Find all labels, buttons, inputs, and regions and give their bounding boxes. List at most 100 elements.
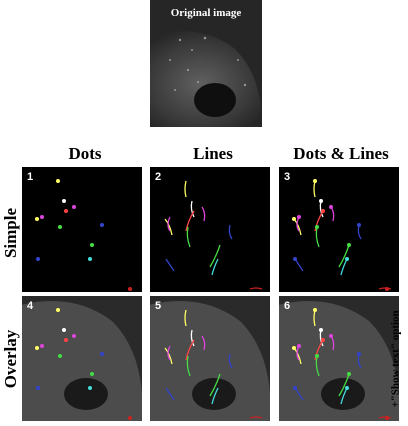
track-line: [201, 335, 206, 351]
track-line: [357, 224, 362, 240]
track-line: [249, 416, 263, 419]
panel-1-dots-simple: 1: [22, 167, 142, 292]
panel-6-dots-lines-overlay: 6: [279, 296, 399, 421]
track-line: [186, 226, 191, 248]
track-dot: [313, 179, 317, 183]
track-dot: [40, 344, 44, 348]
track-dot: [292, 217, 296, 221]
track-dot: [64, 209, 68, 213]
panel-number: 4: [27, 300, 34, 312]
track-line: [315, 226, 320, 248]
track-dot: [72, 334, 76, 338]
panel-number: 3: [284, 171, 291, 183]
track-canvas: [279, 301, 399, 421]
column-header-lines: Lines: [193, 144, 233, 163]
track-line: [201, 206, 206, 222]
track-line: [184, 309, 187, 327]
track-dot: [56, 308, 60, 312]
track-dot: [319, 199, 323, 203]
original-image-title: Original image: [170, 7, 242, 19]
track-dot: [90, 243, 94, 247]
track-dot: [35, 217, 39, 221]
track-line: [185, 339, 195, 361]
track-line: [209, 373, 221, 397]
panel-2-lines-simple: 2: [150, 167, 270, 292]
track-dot: [297, 215, 301, 219]
track-line: [338, 244, 350, 268]
track-line: [211, 258, 219, 276]
show-text-option-note: +"Show text" option: [387, 296, 405, 421]
panel-3-dots-lines-simple: 3: [279, 167, 399, 292]
track-dot: [58, 354, 62, 358]
track-dot: [293, 257, 297, 261]
track-line: [190, 200, 195, 218]
track-canvas: [164, 180, 263, 290]
track-line: [211, 387, 219, 405]
row-header-overlay: Overlay: [1, 329, 20, 389]
track-dot: [36, 386, 40, 390]
track-line: [186, 355, 191, 377]
track-dot: [357, 352, 361, 356]
cell-background: [22, 301, 142, 421]
track-line: [185, 210, 195, 232]
track-line: [165, 387, 175, 401]
track-dot: [345, 257, 349, 261]
column-header-dots: Dots: [68, 144, 102, 163]
track-dot: [345, 386, 349, 390]
track-dot: [347, 372, 351, 376]
track-dot: [329, 334, 333, 338]
panel-number: 6: [284, 300, 291, 312]
track-dot: [88, 386, 92, 390]
panel-4-dots-overlay: 4: [22, 296, 142, 421]
track-dot: [385, 287, 389, 291]
track-canvas: [35, 179, 132, 291]
column-header-dots-lines: Dots & Lines: [293, 144, 389, 163]
row-header-simple: Simple: [1, 207, 20, 259]
track-line: [378, 287, 392, 290]
track-dot: [62, 199, 66, 203]
cell-background: [279, 301, 399, 421]
track-line: [167, 345, 171, 361]
track-line: [338, 373, 350, 397]
track-line: [378, 416, 392, 419]
track-line: [190, 329, 195, 347]
track-dot: [329, 205, 333, 209]
track-line: [164, 347, 173, 365]
track-dot: [128, 416, 132, 420]
track-line: [313, 180, 316, 198]
track-dot: [297, 344, 301, 348]
track-dot: [315, 354, 319, 358]
track-dot: [385, 416, 389, 420]
track-dot: [357, 223, 361, 227]
panel-5-lines-overlay: 5: [150, 296, 270, 421]
panel-number: 1: [27, 171, 34, 183]
track-canvas: [22, 301, 142, 421]
cell-background: [150, 301, 270, 421]
track-line: [228, 353, 233, 369]
side-note-text: +"Show text" option: [390, 309, 403, 408]
track-dot: [319, 328, 323, 332]
track-dot: [64, 338, 68, 342]
track-dot: [347, 243, 351, 247]
track-line: [209, 244, 221, 268]
track-dot: [128, 287, 132, 291]
track-dot: [58, 225, 62, 229]
track-line: [249, 287, 263, 290]
track-dot: [100, 352, 104, 356]
track-dot: [72, 205, 76, 209]
track-canvas: [150, 301, 270, 421]
panel-number: 5: [155, 300, 162, 312]
track-line: [330, 206, 335, 222]
track-dot: [62, 328, 66, 332]
track-dot: [40, 215, 44, 219]
track-dot: [88, 257, 92, 261]
track-line: [167, 216, 171, 232]
track-dot: [321, 209, 325, 213]
track-line: [165, 258, 175, 272]
track-line: [164, 218, 173, 236]
track-dot: [321, 338, 325, 342]
track-canvas: [292, 179, 392, 291]
track-dot: [35, 346, 39, 350]
track-dot: [56, 179, 60, 183]
track-dot: [90, 372, 94, 376]
